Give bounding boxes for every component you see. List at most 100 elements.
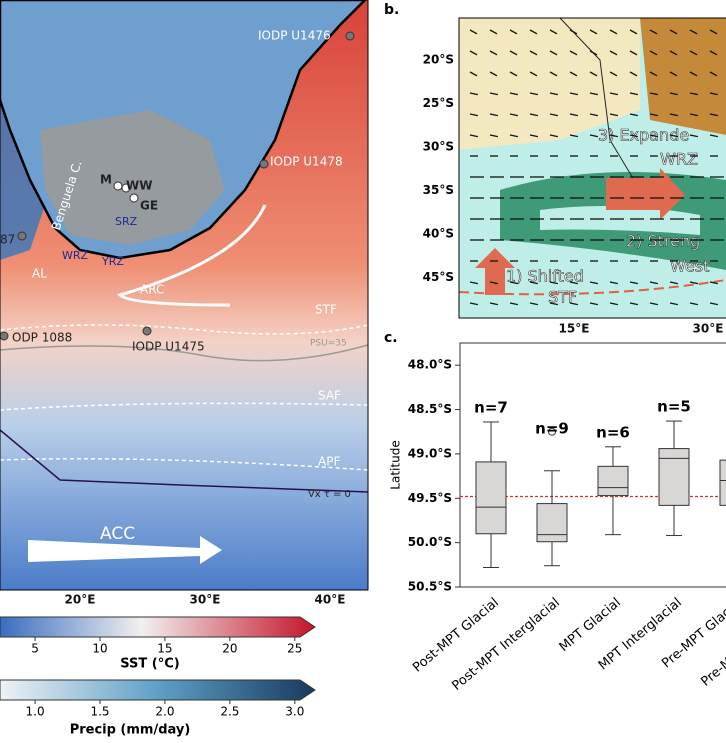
wind-arrow xyxy=(669,134,678,138)
wind-arrow xyxy=(589,113,598,117)
wind-arrow xyxy=(549,281,558,285)
wind-arrow xyxy=(709,281,718,285)
wind-arrow xyxy=(649,134,658,138)
wind-arrow xyxy=(649,302,658,306)
colorbar-tick-label: 25 xyxy=(287,642,302,656)
wind-arrow xyxy=(649,50,658,56)
wind-arrow xyxy=(569,281,578,285)
wind-arrow xyxy=(709,71,718,77)
wind-arrow xyxy=(469,92,478,96)
wind-arrow xyxy=(709,113,718,117)
wind-arrow xyxy=(649,71,658,77)
wind-arrow xyxy=(609,302,618,306)
y-tick-label: 49.0°S xyxy=(408,446,452,460)
current-label: ACC xyxy=(100,524,135,544)
n-label: n=6 xyxy=(596,423,630,441)
front-label: APF xyxy=(318,455,340,469)
wind-arrow xyxy=(549,71,558,77)
contour-label: PSU=35 xyxy=(310,339,347,349)
wind-arrow xyxy=(609,113,618,117)
wind-arrow xyxy=(589,302,598,306)
x-tick-label: Post-MPT Interglacial xyxy=(449,595,562,694)
lat-tick-label: 20°S xyxy=(423,53,454,67)
y-tick-label: 48.0°S xyxy=(408,358,452,372)
wind-arrow xyxy=(669,302,678,306)
wind-arrow xyxy=(709,134,718,138)
wind-arrow xyxy=(689,302,698,306)
wind-arrow xyxy=(569,113,578,117)
y-tick-label: 50.5°S xyxy=(408,580,452,594)
lat-tick-label: 35°S xyxy=(423,183,454,197)
lon-tick-label: 30°E xyxy=(190,593,221,607)
wind-arrow xyxy=(549,113,558,117)
wind-arrow xyxy=(529,302,538,306)
wind-arrow xyxy=(529,134,538,138)
wind-arrow xyxy=(469,134,478,138)
lat-tick-label: 30°S xyxy=(423,140,454,154)
zone-label: YRZ xyxy=(101,255,124,268)
colorbar-tick-label: 10 xyxy=(92,642,107,656)
y-tick-label: 48.5°S xyxy=(408,402,452,416)
colorbar-tick-label: 5 xyxy=(31,642,39,656)
wind-arrow xyxy=(609,281,618,285)
wind-arrow xyxy=(649,281,658,285)
box xyxy=(536,503,568,543)
wind-arrow xyxy=(509,92,518,96)
front-label: STF xyxy=(315,303,337,317)
lon-tick-label: 40°E xyxy=(315,593,346,607)
box xyxy=(658,448,690,506)
annotation: WRZ xyxy=(660,150,698,169)
wind-arrow xyxy=(509,71,518,77)
wind-arrow xyxy=(709,29,718,35)
lat-tick-label: 40°S xyxy=(423,227,454,241)
wind-arrow xyxy=(469,71,478,77)
wind-arrow xyxy=(509,134,518,138)
wind-arrow xyxy=(489,281,498,285)
wind-arrow xyxy=(629,302,638,306)
wind-arrow xyxy=(629,71,638,77)
map-a-frame xyxy=(0,0,369,591)
wind-arrow xyxy=(509,302,518,306)
precip-colorbar xyxy=(0,679,316,701)
wind-arrow xyxy=(629,92,638,96)
box xyxy=(597,465,629,497)
wind-arrow xyxy=(469,281,478,285)
wind-arrow xyxy=(549,302,558,306)
wind-arrow xyxy=(569,302,578,306)
wind-arrow xyxy=(509,50,518,56)
wind-arrow xyxy=(489,113,498,117)
wind-arrow xyxy=(629,113,638,117)
wind-arrow xyxy=(689,92,698,96)
wind-arrow xyxy=(689,113,698,117)
wind-arrow xyxy=(709,302,718,306)
wind-arrow xyxy=(549,134,558,138)
wind-arrow xyxy=(709,92,718,96)
wind-arrow xyxy=(569,29,578,35)
annotation: 3) Expande xyxy=(598,126,689,145)
site-label: 87 xyxy=(0,233,15,247)
wind-arrow xyxy=(469,29,478,35)
map-b-frame xyxy=(458,17,726,319)
current-label: AL xyxy=(32,267,47,281)
site-label: M xyxy=(100,173,112,187)
y-axis-label: Latitude xyxy=(389,440,403,489)
n-label: n=9 xyxy=(535,419,569,437)
colorbar-label: SST (°C) xyxy=(120,657,179,672)
wind-arrow xyxy=(549,29,558,35)
box xyxy=(719,459,726,506)
wind-arrow xyxy=(589,92,598,96)
wind-arrow xyxy=(489,50,498,56)
map-a: IODP U1476 IODP U1478 M WW GE SRZ WRZ YR… xyxy=(0,0,368,590)
annotation: STF xyxy=(548,288,577,307)
wind-arrow xyxy=(689,50,698,56)
wind-arrow xyxy=(649,113,658,117)
contour-label: ∇x τ = 0 xyxy=(307,489,351,500)
wind-arrow xyxy=(609,134,618,138)
wind-arrow xyxy=(509,29,518,35)
wind-arrow xyxy=(569,134,578,138)
colorbar-label: Precip (mm/day) xyxy=(70,723,191,738)
wind-arrow xyxy=(529,113,538,117)
wind-arrow xyxy=(529,29,538,35)
wind-arrow xyxy=(669,71,678,77)
